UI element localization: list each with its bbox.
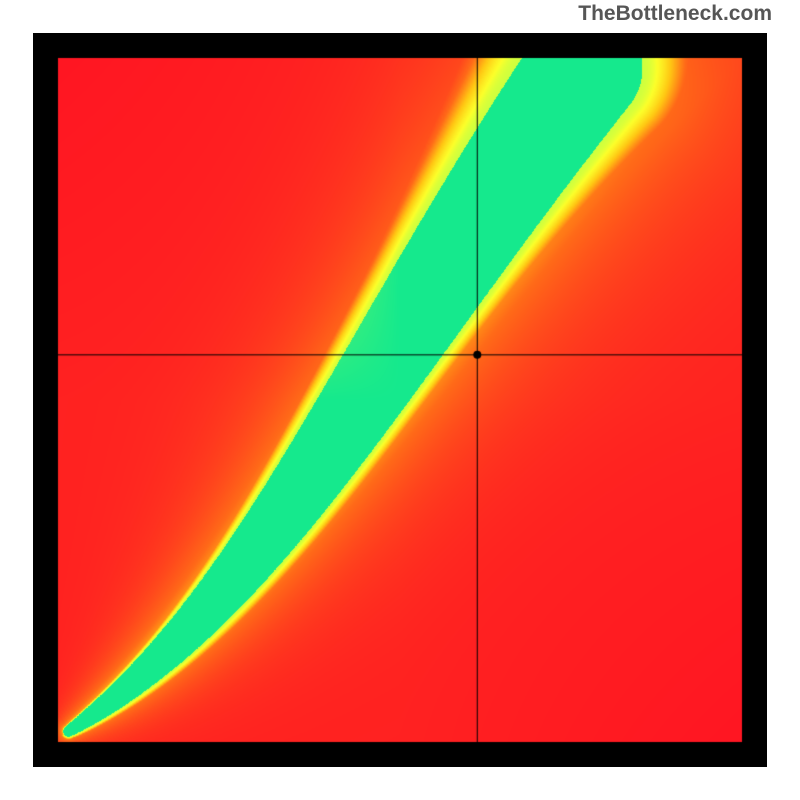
site-watermark: TheBottleneck.com [578, 2, 772, 26]
bottleneck-heatmap [33, 33, 767, 767]
